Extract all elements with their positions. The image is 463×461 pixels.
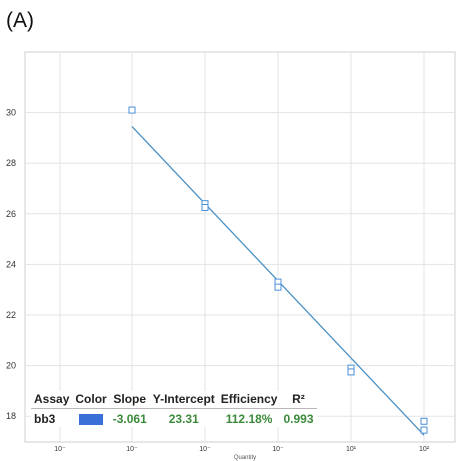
y-axis-ticks: 18 20 22 24 26 28 30	[6, 108, 16, 422]
data-point	[128, 106, 136, 114]
data-points	[128, 106, 428, 434]
header-assay: Assay	[31, 391, 73, 409]
stats-row: bb3 -3.061 23.31 112.18% 0.993	[31, 409, 317, 428]
stats-table: Assay Color Slope Y-Intercept Efficiency…	[31, 391, 317, 427]
y-intercept-value: 23.31	[168, 412, 199, 426]
header-r-squared: R²	[280, 391, 317, 409]
header-efficiency: Efficiency	[217, 391, 281, 409]
x-axis-label: Quantity	[234, 455, 256, 461]
color-swatch	[79, 414, 104, 426]
panel-label: (A)	[6, 9, 34, 32]
x-tick-label: 10⁻	[272, 446, 284, 453]
header-color: Color	[72, 391, 110, 409]
header-y-intercept: Y-Intercept	[149, 391, 218, 409]
y-tick-label: 18	[6, 411, 16, 421]
data-point	[274, 283, 282, 291]
assay-name: bb3	[34, 412, 56, 426]
y-tick-label: 22	[6, 310, 16, 320]
y-tick-label: 28	[6, 158, 16, 168]
stats-header-row: Assay Color Slope Y-Intercept Efficiency…	[31, 391, 317, 409]
y-tick-label: 26	[6, 209, 16, 219]
y-tick-label: 24	[6, 259, 16, 269]
x-axis-ticks: 10⁻ 10⁻ 10⁻ 10⁻ 10¹ 10²	[54, 446, 429, 453]
x-tick-label: 10²	[419, 446, 430, 453]
slope-value: -3.061	[112, 412, 147, 426]
data-point	[420, 417, 428, 425]
efficiency-value: 112.18%	[225, 412, 273, 426]
y-tick-label: 30	[6, 108, 16, 118]
y-tick-label: 20	[6, 361, 16, 371]
data-point	[420, 426, 428, 434]
data-point	[201, 203, 209, 211]
x-tick-label: 10⁻	[126, 446, 138, 453]
color-cell	[72, 409, 109, 428]
x-tick-label: 10⁻	[54, 446, 66, 453]
header-slope: Slope	[109, 391, 150, 409]
data-point	[347, 368, 355, 376]
x-tick-label: 10¹	[346, 446, 357, 453]
plot-area	[24, 51, 456, 443]
x-tick-label: 10⁻	[199, 446, 211, 453]
r-squared-value: 0.993	[283, 412, 314, 426]
